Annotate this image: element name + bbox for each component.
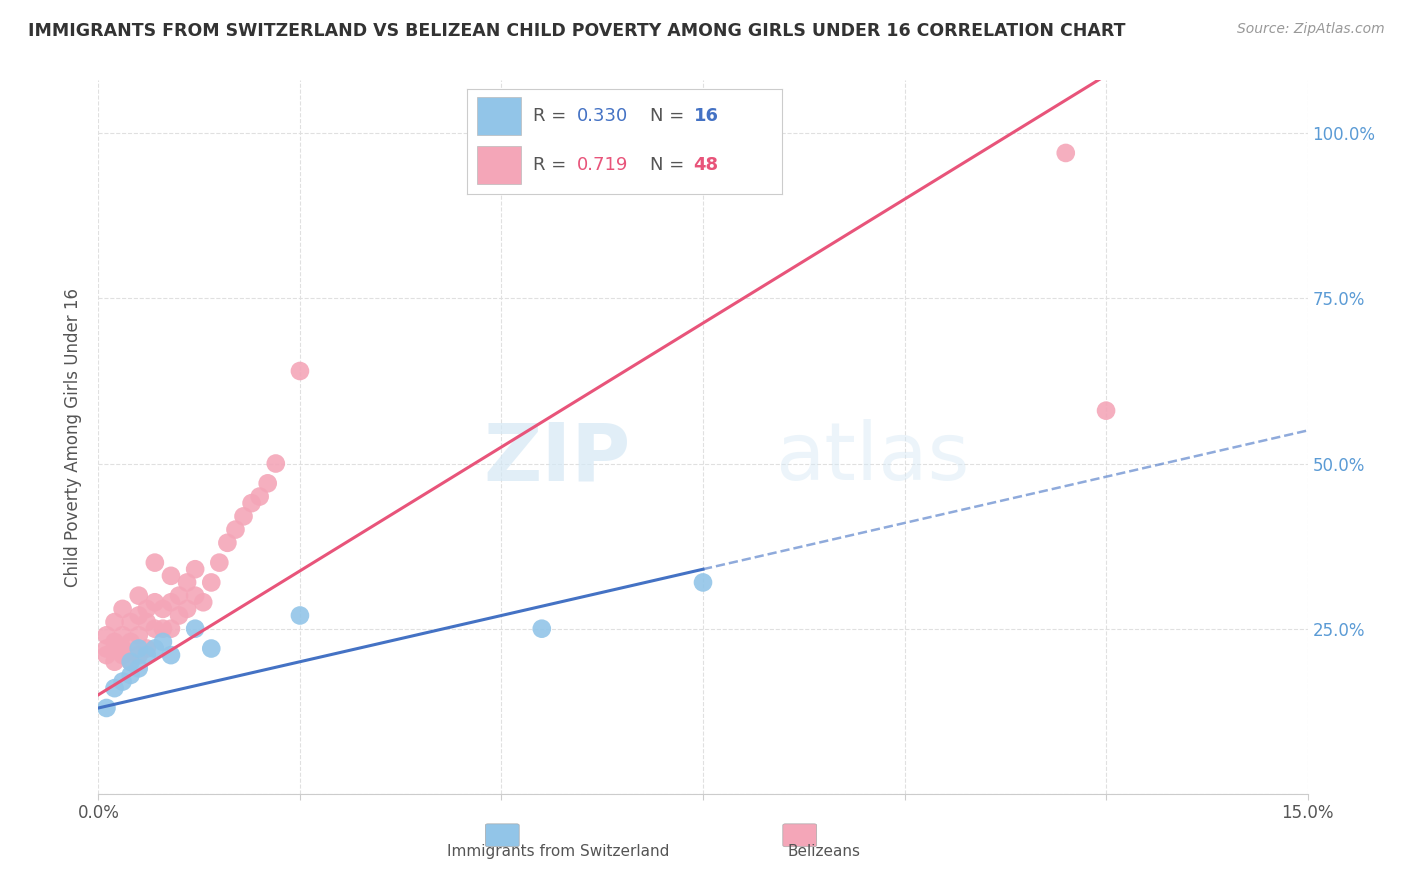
- Point: [167, 589, 190, 603]
- Point: [103, 641, 125, 656]
- Point: [111, 674, 134, 689]
- Text: ZIP: ZIP: [484, 419, 630, 498]
- Point: [135, 615, 157, 629]
- Point: [103, 655, 125, 669]
- Point: [135, 641, 157, 656]
- FancyBboxPatch shape: [783, 824, 817, 847]
- Text: Belizeans: Belizeans: [787, 844, 860, 859]
- Point: [530, 622, 553, 636]
- Point: [128, 589, 150, 603]
- Point: [120, 615, 142, 629]
- Point: [217, 536, 239, 550]
- Point: [200, 641, 222, 656]
- Point: [103, 635, 125, 649]
- Text: Source: ZipAtlas.com: Source: ZipAtlas.com: [1237, 22, 1385, 37]
- Point: [264, 457, 287, 471]
- Point: [176, 602, 198, 616]
- Point: [120, 668, 142, 682]
- Point: [249, 490, 271, 504]
- Point: [288, 364, 311, 378]
- Point: [200, 575, 222, 590]
- Point: [160, 569, 183, 583]
- Point: [111, 628, 134, 642]
- Point: [167, 608, 190, 623]
- Point: [232, 509, 254, 524]
- Point: [1095, 403, 1118, 417]
- Point: [692, 575, 714, 590]
- Point: [120, 635, 142, 649]
- Point: [224, 523, 246, 537]
- Point: [143, 556, 166, 570]
- Point: [184, 589, 207, 603]
- Point: [152, 635, 174, 649]
- Point: [152, 622, 174, 636]
- Point: [193, 595, 215, 609]
- Point: [128, 661, 150, 675]
- Point: [160, 595, 183, 609]
- Point: [143, 595, 166, 609]
- Point: [96, 701, 118, 715]
- Point: [128, 608, 150, 623]
- Point: [152, 602, 174, 616]
- Point: [160, 622, 183, 636]
- Point: [135, 648, 157, 662]
- Point: [184, 622, 207, 636]
- Point: [240, 496, 263, 510]
- Point: [96, 641, 118, 656]
- Y-axis label: Child Poverty Among Girls Under 16: Child Poverty Among Girls Under 16: [65, 287, 83, 587]
- Point: [111, 641, 134, 656]
- FancyBboxPatch shape: [485, 824, 519, 847]
- Point: [128, 641, 150, 656]
- Text: atlas: atlas: [776, 419, 970, 498]
- Text: IMMIGRANTS FROM SWITZERLAND VS BELIZEAN CHILD POVERTY AMONG GIRLS UNDER 16 CORRE: IMMIGRANTS FROM SWITZERLAND VS BELIZEAN …: [28, 22, 1126, 40]
- Point: [160, 648, 183, 662]
- Point: [128, 628, 150, 642]
- Point: [135, 602, 157, 616]
- Point: [120, 655, 142, 669]
- Point: [143, 641, 166, 656]
- Point: [176, 575, 198, 590]
- Point: [143, 622, 166, 636]
- Point: [128, 648, 150, 662]
- Point: [288, 608, 311, 623]
- Point: [208, 556, 231, 570]
- Point: [1054, 145, 1077, 160]
- Point: [111, 648, 134, 662]
- Point: [103, 681, 125, 695]
- Point: [111, 602, 134, 616]
- Point: [184, 562, 207, 576]
- Point: [256, 476, 278, 491]
- Point: [103, 615, 125, 629]
- Point: [96, 648, 118, 662]
- Point: [120, 655, 142, 669]
- Point: [96, 628, 118, 642]
- Text: Immigrants from Switzerland: Immigrants from Switzerland: [447, 844, 669, 859]
